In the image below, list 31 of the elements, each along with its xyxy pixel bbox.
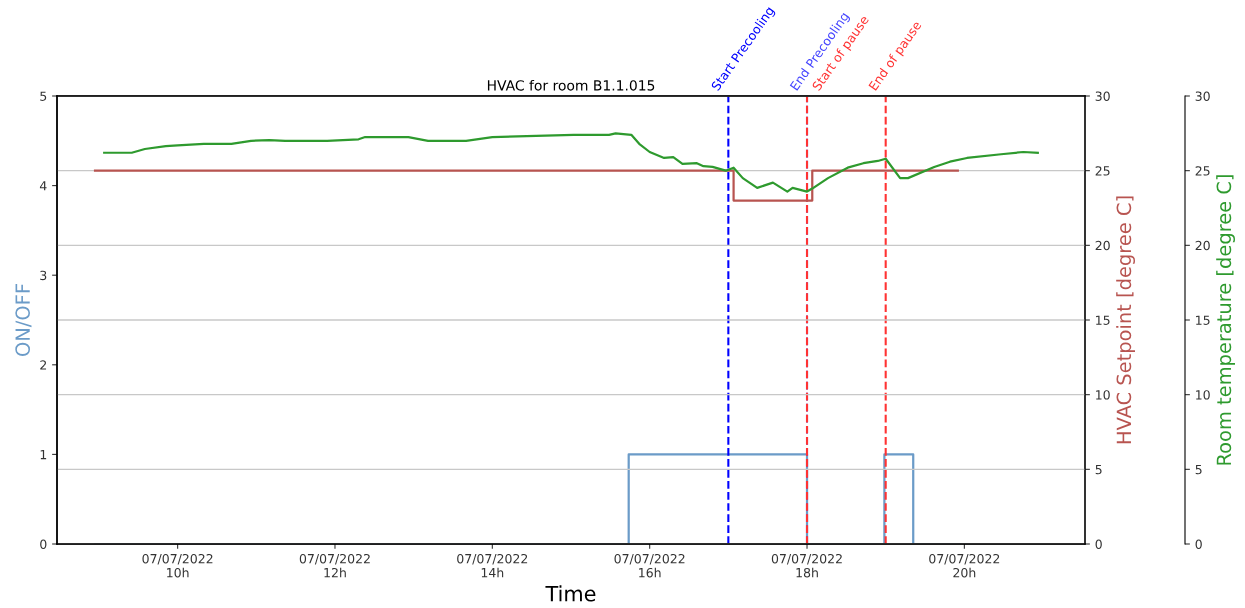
- x-tick-label: 07/07/2022 14h: [457, 553, 528, 578]
- x-axis-title: Time: [545, 585, 596, 602]
- y2-tick-label: 25: [1095, 166, 1110, 176]
- y2-tick-label: 30: [1095, 91, 1110, 101]
- y2-tick-label: 20: [1095, 240, 1110, 251]
- y3-tick-label: 30: [1195, 91, 1210, 101]
- y3-tick-label: 20: [1195, 240, 1210, 251]
- y2-tick-label: 0: [1095, 539, 1102, 549]
- y-tick-label: 3: [40, 270, 47, 281]
- x-tick-label: 07/07/2022 18h: [771, 553, 842, 578]
- y3-tick-label: 5: [1195, 464, 1202, 475]
- y3-tick-label: 25: [1195, 166, 1210, 176]
- y-axis-title: ON/OFF: [15, 284, 32, 356]
- y-tick-label: 5: [40, 91, 47, 101]
- x-tick-label: 07/07/2022 12h: [299, 553, 370, 578]
- y2-tick-label: 15: [1096, 315, 1110, 325]
- y-tick-label: 4: [39, 181, 47, 191]
- y-tick-label: 1: [40, 450, 47, 460]
- y3-tick-label: 0: [1195, 539, 1202, 549]
- y3-axis-title: Room temperature [degree C]: [1216, 175, 1235, 465]
- y2-tick-label: 10: [1096, 390, 1110, 400]
- y3-tick-label: 15: [1196, 315, 1210, 325]
- x-tick-label: 07/07/2022 20h: [929, 553, 1000, 578]
- y2-axis-title: HVAC Setpoint [degree C]: [1116, 196, 1135, 444]
- y-tick-label: 0: [40, 539, 47, 549]
- y-tick-label: 2: [40, 360, 47, 370]
- chart-title: HVAC for room B1.1.015: [487, 79, 655, 91]
- x-tick-label: 07/07/2022 16h: [614, 553, 685, 578]
- y3-tick-label: 10: [1196, 390, 1210, 400]
- x-tick-label: 07/07/2022 10h: [142, 553, 213, 578]
- y2-tick-label: 5: [1095, 464, 1102, 475]
